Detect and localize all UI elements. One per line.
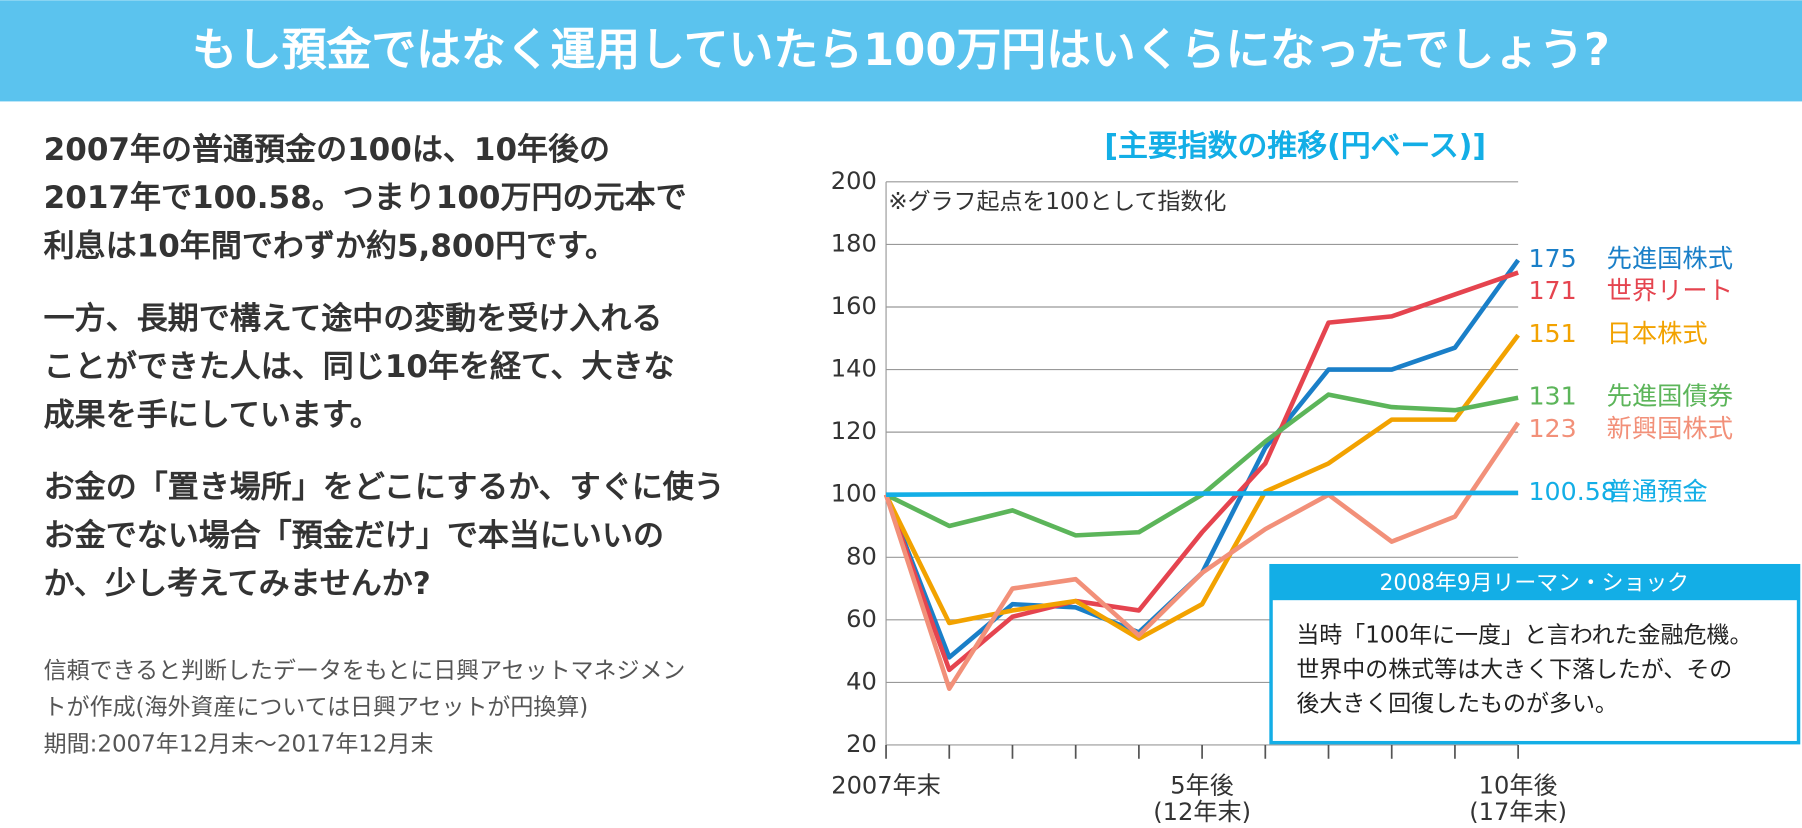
callout-title: 2008年9月リーマン・ショック bbox=[1379, 571, 1689, 596]
y-tick-label: 60 bbox=[846, 605, 877, 633]
series-line bbox=[883, 333, 1520, 641]
y-tick-label: 40 bbox=[846, 667, 877, 695]
callout-line: 当時「100年に一度」と言われた金融危機。 bbox=[1296, 622, 1752, 648]
end-value-label: 100.58 bbox=[1528, 477, 1616, 506]
callout-line: 後大きく回復したものが多い。 bbox=[1296, 691, 1618, 717]
callout-header bbox=[1271, 565, 1799, 601]
y-tick-label: 160 bbox=[831, 292, 877, 320]
note-line: トが作成(海外資産については日興アセットが円換算) bbox=[44, 695, 589, 721]
page-title: もし預金ではなく運用していたら100万円はいくらになったでしょう? bbox=[192, 23, 1610, 76]
chart-title: [主要指数の推移(円ベース)] bbox=[1104, 129, 1486, 164]
paragraph-line: 2007年の普通預金の100は、10年後の bbox=[44, 132, 610, 168]
legend-label: 普通預金 bbox=[1607, 477, 1708, 506]
series-line bbox=[885, 392, 1519, 538]
chart-subtitle: ※グラフ起点を100として指数化 bbox=[888, 189, 1226, 215]
y-tick-label: 100 bbox=[831, 480, 877, 508]
lines bbox=[883, 258, 1521, 691]
y-tick-label: 180 bbox=[831, 229, 877, 257]
x-tick-label: 2007年末 bbox=[831, 771, 941, 799]
end-value-label: 171 bbox=[1528, 276, 1576, 305]
header-band bbox=[0, 0, 1802, 102]
y-tick-label: 140 bbox=[831, 355, 877, 383]
y-tick-label: 200 bbox=[831, 167, 877, 195]
paragraph-line: お金でない場合「預金だけ」で本当にいいの bbox=[44, 518, 664, 554]
note-line: 信頼できると判断したデータをもとに日興アセットマネジメン bbox=[44, 658, 686, 684]
end-value-label: 123 bbox=[1528, 414, 1576, 443]
x-tick-label: 10年後(17年末) bbox=[1469, 771, 1567, 826]
y-tick-label: 20 bbox=[846, 730, 877, 758]
paragraph-line: 利息は10年間でわずか約5,800円です。 bbox=[44, 228, 616, 264]
x-tick-label: 5年後(12年末) bbox=[1153, 771, 1251, 826]
legend-label: 世界リート bbox=[1607, 276, 1733, 305]
paragraph-line: か、少し考えてみませんか? bbox=[44, 566, 431, 602]
y-tick-label: 80 bbox=[846, 542, 877, 570]
paragraph-line: ことができた人は、同じ10年を経て、大きな bbox=[44, 349, 675, 385]
y-tick-label: 120 bbox=[831, 417, 877, 445]
legend-label: 日本株式 bbox=[1607, 319, 1708, 348]
paragraph-line: お金の「置き場所」をどこにするか、すぐに使う bbox=[44, 470, 725, 506]
series-line bbox=[886, 490, 1519, 498]
legend-label: 新興国株式 bbox=[1607, 414, 1733, 443]
paragraph-line: 一方、長期で構えて途中の変動を受け入れる bbox=[44, 301, 663, 337]
paragraph-line: 2017年で100.58。つまり100万円の元本で bbox=[44, 180, 687, 216]
paragraph-line: 成果を手にしています。 bbox=[44, 397, 381, 433]
callout-line: 世界中の株式等は大きく下落したが、その bbox=[1296, 657, 1732, 683]
legend-label: 先進国株式 bbox=[1607, 244, 1733, 273]
end-value-label: 131 bbox=[1528, 382, 1576, 411]
end-value-label: 175 bbox=[1528, 244, 1576, 273]
series-line bbox=[883, 270, 1519, 673]
series-line bbox=[883, 421, 1521, 691]
legend-label: 先進国債券 bbox=[1607, 382, 1733, 411]
note-line: 期間:2007年12月末〜2017年12月末 bbox=[44, 731, 434, 757]
end-value-label: 151 bbox=[1528, 319, 1576, 348]
